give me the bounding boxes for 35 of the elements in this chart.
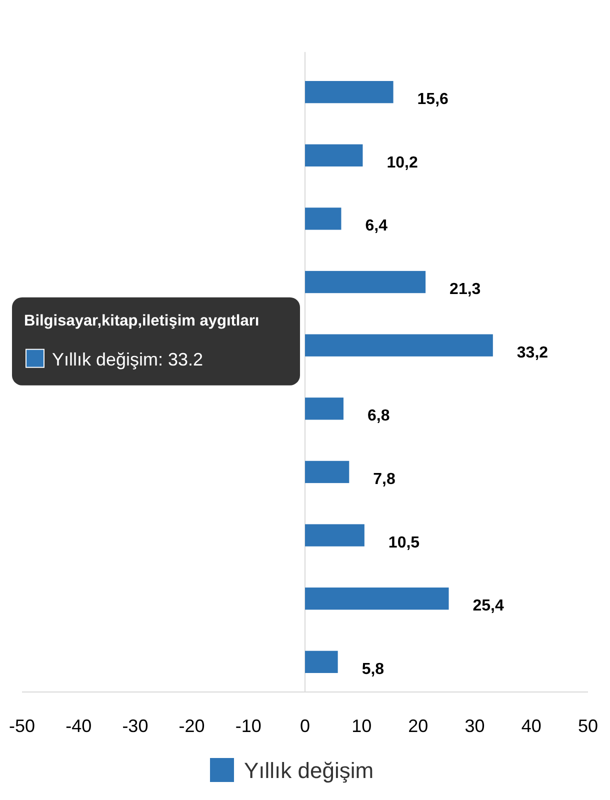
- bar: [305, 588, 449, 610]
- x-tick-label: 10: [352, 716, 372, 736]
- data-label: 10,2: [386, 154, 418, 172]
- bar: [305, 270, 426, 294]
- tooltip-box: Bilgisayar,kitap,iletişim aygıtları Yıllık değişim: 33.2: [12, 297, 300, 386]
- x-tick-label: 50: [578, 716, 598, 736]
- data-label: 7,8: [373, 470, 396, 488]
- data-label: 33,2: [516, 344, 548, 362]
- bar: [305, 80, 394, 104]
- x-tick-label: 20: [408, 716, 428, 736]
- annotation: Yıllık değişim: 33.2: [52, 349, 204, 370]
- bar: [305, 208, 342, 230]
- data-label: 21,3: [450, 281, 481, 298]
- bar: [305, 460, 350, 484]
- x-tick-label: 30: [464, 716, 485, 736]
- data-label: 10,5: [388, 534, 420, 552]
- bar: [305, 398, 344, 420]
- x-tick-label: -10: [235, 716, 262, 736]
- bar: [305, 334, 493, 356]
- data-label: 6,4: [365, 218, 388, 235]
- x-tick-label: -20: [178, 716, 205, 736]
- bar: [305, 524, 364, 546]
- data-label: 15,6: [417, 91, 449, 108]
- bar: [305, 144, 363, 166]
- bar: [305, 650, 338, 674]
- x-tick-label: 40: [521, 716, 542, 736]
- data-label: 5,8: [362, 660, 384, 678]
- legend-label: Yıllık değişim: [244, 758, 374, 783]
- annotation: Bilgisayar,kitap,iletişim aygıtları: [24, 312, 260, 330]
- data-label: 25,4: [472, 598, 504, 615]
- x-tick-label: -40: [66, 716, 92, 736]
- x-tick-label: -50: [8, 716, 36, 736]
- x-tick-label: -30: [122, 716, 148, 736]
- x-tick-label: 0: [300, 716, 310, 736]
- data-label: 6,8: [367, 408, 390, 425]
